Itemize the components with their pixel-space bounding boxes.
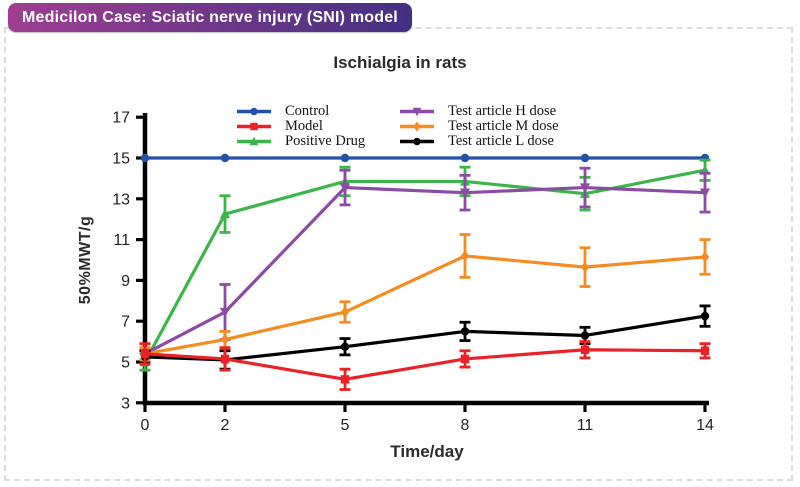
y-axis-label: 50%MWT/g bbox=[77, 215, 94, 305]
x-tick-label: 2 bbox=[221, 417, 230, 434]
case-badge: Medicilon Case: Sciatic nerve injury (SN… bbox=[8, 3, 412, 32]
x-tick-label: 14 bbox=[696, 417, 714, 434]
x-tick-label: 8 bbox=[461, 417, 470, 434]
test-article-h-dose-legend-marker-icon bbox=[400, 107, 434, 117]
legend-item-positive-drug: Positive Drug bbox=[236, 134, 365, 149]
control-legend-marker-icon bbox=[237, 107, 271, 116]
series-control bbox=[140, 153, 710, 163]
series-model bbox=[139, 340, 711, 391]
series-test-article-l-dose bbox=[139, 304, 711, 371]
y-tick-label: 15 bbox=[112, 151, 130, 168]
y-tick-label: 9 bbox=[121, 273, 130, 290]
y-tick-label: 11 bbox=[113, 232, 130, 249]
x-tick-label: 11 bbox=[577, 417, 594, 434]
legend-column-left: Control Model Positive Drug bbox=[236, 104, 365, 149]
y-tick-label: 13 bbox=[112, 191, 130, 208]
test-article-m-dose-legend-marker-icon bbox=[400, 121, 434, 132]
axes: 3 5 7 9 11 13 15 17 0 2 5 8 11 14 bbox=[112, 110, 714, 434]
legend-label: Positive Drug bbox=[285, 133, 366, 150]
legend-item-test-article-l-dose: Test article L dose bbox=[399, 134, 559, 149]
legend-column-right: Test article H dose Test article M dose Te… bbox=[399, 104, 559, 149]
y-tick-label: 3 bbox=[121, 395, 130, 412]
legend-item-test-article-h-dose: Test article H dose bbox=[399, 104, 559, 119]
legend-label: Model bbox=[285, 118, 323, 135]
legend-label: Test article L dose bbox=[448, 133, 554, 150]
y-tick-label: 17 bbox=[112, 110, 130, 127]
x-tick-label: 0 bbox=[141, 417, 150, 434]
legend-item-model: Model bbox=[236, 119, 365, 134]
chart-title: Ischialgia in rats bbox=[333, 53, 467, 72]
x-axis-label: Time/day bbox=[390, 442, 464, 461]
legend-item-control: Control bbox=[236, 104, 365, 119]
legend-item-test-article-m-dose: Test article M dose bbox=[399, 119, 559, 134]
case-panel-border bbox=[4, 27, 793, 481]
legend-label: Test article H dose bbox=[448, 103, 557, 120]
model-legend-marker-icon bbox=[237, 122, 271, 131]
legend-label: Test article M dose bbox=[448, 118, 559, 135]
positive-drug-legend-marker-icon bbox=[237, 136, 271, 146]
y-tick-label: 7 bbox=[121, 314, 130, 331]
x-tick-label: 5 bbox=[341, 417, 350, 434]
case-badge-label: Medicilon Case: Sciatic nerve injury (SN… bbox=[22, 8, 398, 26]
test-article-l-dose-legend-marker-icon bbox=[400, 137, 434, 146]
legend-label: Control bbox=[285, 103, 330, 120]
y-tick-label: 5 bbox=[121, 355, 130, 372]
